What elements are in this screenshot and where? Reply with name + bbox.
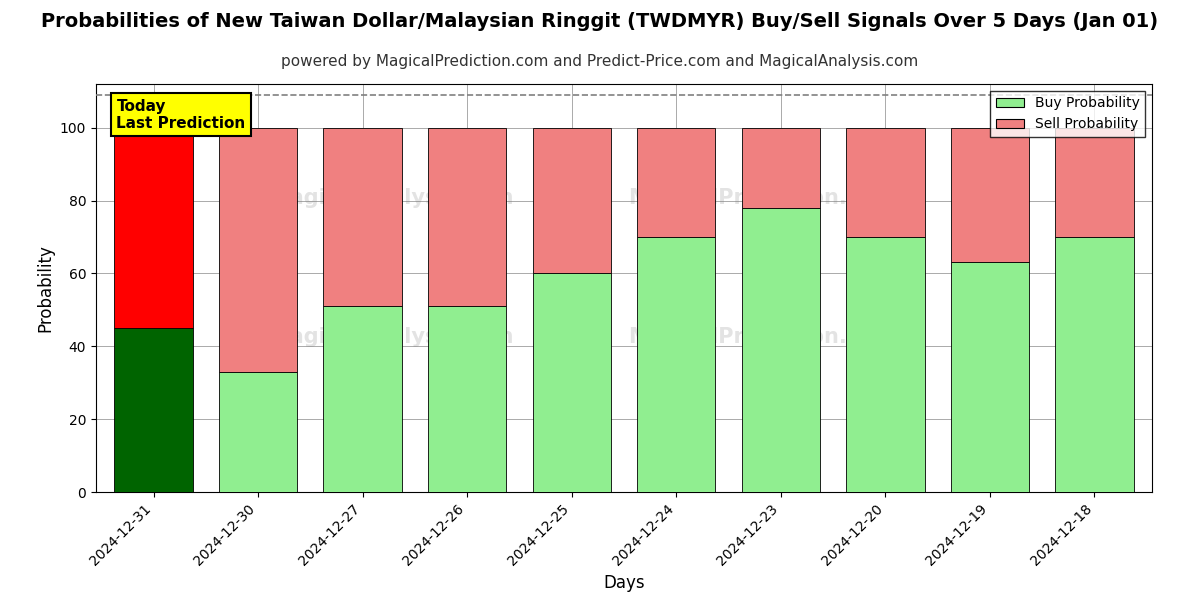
- Bar: [114, 128, 193, 328]
- Bar: [533, 274, 611, 492]
- Bar: [1055, 237, 1134, 492]
- Bar: [428, 128, 506, 306]
- Bar: [114, 328, 193, 492]
- Bar: [218, 372, 298, 492]
- Text: Probabilities of New Taiwan Dollar/Malaysian Ringgit (TWDMYR) Buy/Sell Signals O: Probabilities of New Taiwan Dollar/Malay…: [42, 12, 1158, 31]
- Text: MagicalPrediction.com: MagicalPrediction.com: [628, 327, 895, 347]
- Legend: Buy Probability, Sell Probability: Buy Probability, Sell Probability: [990, 91, 1145, 137]
- Bar: [324, 128, 402, 306]
- Bar: [533, 128, 611, 274]
- Y-axis label: Probability: Probability: [36, 244, 54, 332]
- Bar: [846, 237, 924, 492]
- X-axis label: Days: Days: [604, 574, 644, 592]
- Bar: [742, 208, 820, 492]
- Text: Today
Last Prediction: Today Last Prediction: [116, 98, 246, 131]
- Bar: [218, 128, 298, 372]
- Bar: [950, 128, 1030, 262]
- Text: MagicalAnalysis.com: MagicalAnalysis.com: [270, 188, 514, 208]
- Bar: [1055, 128, 1134, 237]
- Bar: [637, 237, 715, 492]
- Text: powered by MagicalPrediction.com and Predict-Price.com and MagicalAnalysis.com: powered by MagicalPrediction.com and Pre…: [281, 54, 919, 69]
- Bar: [637, 128, 715, 237]
- Bar: [950, 262, 1030, 492]
- Bar: [846, 128, 924, 237]
- Text: MagicalPrediction.com: MagicalPrediction.com: [628, 188, 895, 208]
- Text: MagicalAnalysis.com: MagicalAnalysis.com: [270, 327, 514, 347]
- Bar: [742, 128, 820, 208]
- Bar: [428, 306, 506, 492]
- Bar: [324, 306, 402, 492]
